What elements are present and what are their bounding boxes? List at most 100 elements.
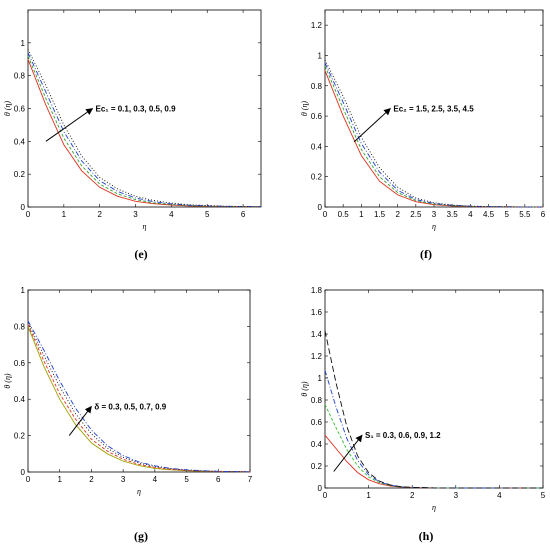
x-tick-label: 1 xyxy=(359,210,364,219)
plot-area xyxy=(27,289,251,473)
x-tick-label: 5.5 xyxy=(519,210,531,219)
x-tick-label: 1.5 xyxy=(374,210,386,219)
chart-panel-g: 0 1 2 3 4 5 6 7 0 0.2 0.4 0.6 0.8 1 η θ (η) δ = 0.3, 0.5… xyxy=(3,286,253,543)
series-line-1 xyxy=(324,70,543,208)
x-tick-label: 1 xyxy=(366,491,371,500)
series-line-4 xyxy=(27,320,251,473)
y-tick-label: 0.4 xyxy=(14,137,26,146)
y-axis-label: θ (η) xyxy=(3,373,12,389)
y-tick-label: 0 xyxy=(21,203,26,212)
x-tick-label: 2 xyxy=(410,491,415,500)
series-line-3 xyxy=(27,52,262,208)
annotation-arrow xyxy=(68,405,92,436)
y-tick-label: 1.2 xyxy=(311,21,323,30)
x-tick-label: 4 xyxy=(497,491,502,500)
chart-panel-h: 0 1 2 3 4 5 0 0.2 0.4 0.6 0.8 1 1.2 1.4 1.6 1.8 η θ (η) S₁… xyxy=(300,286,546,543)
y-tick-label: 0.6 xyxy=(14,359,26,368)
y-tick-label: 0.4 xyxy=(311,440,323,449)
panel-caption: (e) xyxy=(134,247,147,261)
x-tick-label: 4 xyxy=(153,475,158,484)
chart-panel-e: 0 1 2 3 4 5 6 0 0.2 0.4 0.6 0.8 1 η θ (η) Ec₁ = 0.1, 0.… xyxy=(3,9,262,261)
annotation-arrow xyxy=(353,108,391,143)
x-tick-label: 2.5 xyxy=(410,210,422,219)
y-tick-label: 1 xyxy=(318,374,323,383)
plot-area xyxy=(27,9,262,208)
x-tick-label: 1 xyxy=(57,475,62,484)
y-axis-label: θ (η) xyxy=(300,381,309,397)
panel-caption: (g) xyxy=(134,529,148,543)
y-tick-label: 1.8 xyxy=(311,286,323,295)
annotation-arrow xyxy=(45,108,94,142)
x-tick-label: 3 xyxy=(121,475,126,484)
x-axis-label: η xyxy=(137,487,141,496)
panel-caption: (f) xyxy=(420,247,432,261)
x-tick-label: 0.5 xyxy=(338,210,350,219)
annotation-label: S₁ = 0.3, 0.6, 0.9, 1.2 xyxy=(365,431,441,440)
y-tick-label: 0.8 xyxy=(14,322,26,331)
y-tick-label: 1.4 xyxy=(311,330,323,339)
y-axis-label: θ (η) xyxy=(3,101,12,117)
x-tick-label: 2 xyxy=(395,210,400,219)
x-tick-label: 3.5 xyxy=(447,210,459,219)
y-tick-label: 0 xyxy=(318,203,323,212)
x-tick-label: 2 xyxy=(97,210,102,219)
y-tick-label: 0.2 xyxy=(311,462,323,471)
x-axis-label: η xyxy=(432,222,436,231)
x-tick-label: 2 xyxy=(89,475,94,484)
y-tick-label: 0.2 xyxy=(14,170,26,179)
plot-area xyxy=(324,289,544,489)
annotation-label: Ec₁ = 0.1, 0.3, 0.5, 0.9 xyxy=(96,105,177,114)
panel-caption: (h) xyxy=(419,529,434,543)
annotation-label: Ec₂ = 1.5, 2.5, 3.5, 4.5 xyxy=(393,105,474,114)
x-tick-label: 0 xyxy=(26,210,31,219)
x-axis-label: η xyxy=(143,222,147,231)
y-tick-label: 0.6 xyxy=(311,112,323,121)
x-tick-label: 3 xyxy=(454,491,459,500)
y-tick-label: 0.2 xyxy=(14,432,26,441)
y-tick-label: 1.2 xyxy=(311,352,323,361)
series-line-2 xyxy=(324,65,543,208)
y-tick-label: 0.4 xyxy=(14,395,26,404)
x-tick-label: 3 xyxy=(133,210,138,219)
x-tick-label: 0 xyxy=(323,210,328,219)
x-tick-label: 0 xyxy=(26,475,31,484)
x-tick-label: 6 xyxy=(541,210,546,219)
y-tick-label: 0.8 xyxy=(311,396,323,405)
x-tick-label: 5 xyxy=(541,491,546,500)
x-tick-label: 4 xyxy=(468,210,473,219)
chart-panel-f: 0 0.5 1 1.5 2 2.5 3 3.5 4 4.5 5 5.5 6 0 0.2 0.4 0.6 0.8 1 1… xyxy=(300,9,546,261)
x-tick-label: 1 xyxy=(62,210,67,219)
annotation-label: δ = 0.3, 0.5, 0.7, 0.9 xyxy=(94,402,166,411)
y-tick-label: 0.8 xyxy=(14,72,26,81)
x-tick-label: 6 xyxy=(216,475,221,484)
x-tick-label: 7 xyxy=(248,475,253,484)
y-tick-label: 1 xyxy=(21,39,26,48)
y-tick-label: 0.6 xyxy=(14,105,26,114)
y-tick-label: 0.8 xyxy=(311,82,323,91)
series-line-2 xyxy=(27,324,251,473)
y-tick-label: 1 xyxy=(318,51,323,60)
x-tick-label: 5 xyxy=(205,210,210,219)
series-line-3 xyxy=(27,322,251,473)
series-line-4 xyxy=(324,330,543,489)
x-tick-label: 4.5 xyxy=(483,210,495,219)
x-tick-label: 4 xyxy=(169,210,174,219)
x-tick-label: 5 xyxy=(504,210,509,219)
y-tick-label: 0.6 xyxy=(311,418,323,427)
y-tick-label: 1.6 xyxy=(311,308,323,317)
y-tick-label: 0.2 xyxy=(311,173,323,182)
x-tick-label: 0 xyxy=(323,491,328,500)
x-tick-label: 6 xyxy=(241,210,246,219)
y-tick-label: 0 xyxy=(318,484,323,493)
y-tick-label: 1 xyxy=(21,286,26,295)
y-tick-label: 0.4 xyxy=(311,142,323,151)
y-tick-label: 0 xyxy=(21,468,26,477)
x-tick-label: 5 xyxy=(184,475,189,484)
series-line-2 xyxy=(27,55,262,208)
series-line-3 xyxy=(324,370,543,489)
x-tick-label: 3 xyxy=(432,210,437,219)
x-axis-label: η xyxy=(432,503,436,512)
y-axis-label: θ (η) xyxy=(300,101,309,117)
annotation-arrow xyxy=(333,434,363,472)
